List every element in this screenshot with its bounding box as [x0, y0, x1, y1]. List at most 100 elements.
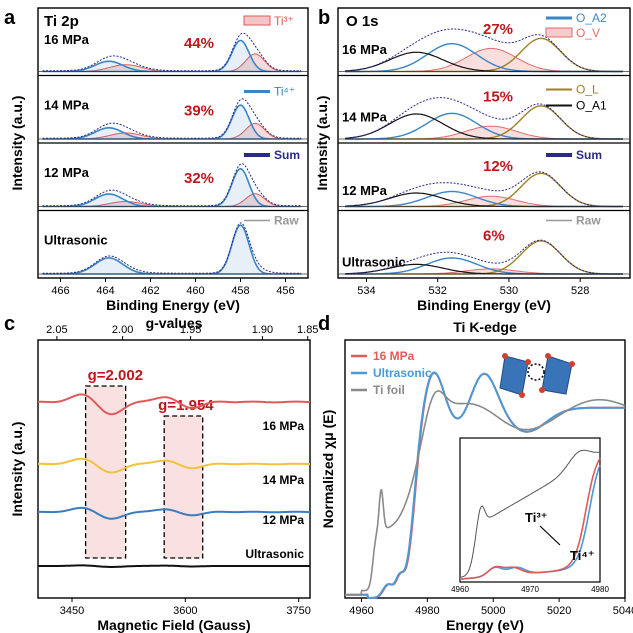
- panel-d-xtick-label: 5040: [613, 605, 633, 617]
- ti3-percent: 32%: [184, 170, 214, 187]
- oxygen-atom: [539, 387, 545, 393]
- g1954-highlight-box: [163, 415, 204, 559]
- panel-b-xlabel: Binding Energy (eV): [417, 297, 551, 313]
- panel-c-ylabel: Intensity (a.u.): [9, 422, 25, 517]
- sum-curve: [42, 222, 302, 274]
- legend-label-2: Ti foil: [373, 383, 405, 397]
- panel-d-xtick-label: 4980: [415, 605, 439, 617]
- panel-b-title: O 1s: [346, 13, 379, 30]
- panel-b-ylabel: Intensity (a.u.): [314, 96, 330, 191]
- panel-c-xtick-label: 3750: [286, 605, 310, 617]
- panel-d-xtick-label: 5000: [481, 605, 505, 617]
- panel-b-xtick-label: 534: [357, 285, 375, 297]
- legend-label-0: 16 MPa: [373, 349, 415, 363]
- oxygen-atom: [519, 392, 525, 398]
- panel-a-sample-label: 16 MPa: [44, 32, 90, 47]
- inset-arrow: [539, 525, 561, 546]
- panel-c-series-label: 12 MPa: [263, 513, 305, 527]
- panel-c-series-label: 16 MPa: [263, 419, 305, 433]
- panel-a-ylabel: Intensity (a.u.): [9, 96, 25, 191]
- panel-a-sample-label: 14 MPa: [44, 98, 90, 113]
- panel-c-xtick-label: 3600: [173, 605, 197, 617]
- panel-c-series-label: 14 MPa: [263, 473, 305, 487]
- panel-d-xanes: 4960 4980 5000 5020 5040 Energy (eV) Ti K-edge…: [320, 319, 633, 633]
- panel-c-x2tick-label: 1.90: [252, 324, 273, 336]
- xanes-curve-2: [345, 390, 626, 596]
- inset-xtick-label: 4970: [521, 585, 539, 594]
- panel-a-xtick-label: 464: [96, 285, 114, 297]
- octahedron-left: [499, 355, 529, 396]
- panel-d-xlabel: Energy (eV): [446, 617, 524, 633]
- panel-b-xtick-label: 528: [571, 285, 589, 297]
- ti3-percent: 44%: [184, 35, 214, 52]
- panel-c-epr: 3450 3600 3750 2.05 2.00 1.95 1.90 1.85 Magnetic…: [9, 315, 318, 633]
- legend-ti3-label: Ti³⁺: [274, 14, 294, 28]
- sum-curve: [345, 97, 623, 140]
- panel-c-x2label: g-values: [146, 315, 203, 331]
- ov-percent: 12%: [483, 158, 513, 175]
- annotation-g1954: g=1.954: [158, 397, 214, 414]
- panel-letter-b: b: [318, 7, 330, 29]
- sum-curve: [42, 98, 302, 139]
- panel-a-sample-label: 12 MPa: [44, 165, 90, 180]
- sum-curve: [345, 239, 623, 275]
- inset-xtick-label: 4960: [451, 585, 469, 594]
- oxygen-atom: [569, 361, 575, 367]
- panel-a-xtick-label: 458: [231, 285, 249, 297]
- legend-oa1-label: O_A1: [576, 99, 607, 113]
- legend-oa2-label: O_A2: [576, 11, 607, 25]
- panel-b-sample-label: 12 MPa: [342, 183, 388, 198]
- panel-a-title: Ti 2p: [44, 13, 79, 30]
- panel-d-ylabel: Normalized χμ (E): [320, 410, 336, 529]
- legend-label-1: Ultrasonic: [373, 366, 432, 380]
- panel-b-xtick-label: 532: [429, 285, 447, 297]
- epr-curve-3: [38, 564, 310, 568]
- oxygen-atom: [525, 359, 531, 365]
- panel-a-xlabel: Binding Energy (eV): [106, 297, 240, 313]
- panel-a-xtick-label: 466: [51, 285, 69, 297]
- oxygen-atom: [502, 353, 508, 359]
- sum-curve: [345, 171, 623, 207]
- panel-letter-a: a: [4, 7, 16, 29]
- sum-curve: [42, 32, 302, 72]
- inset-ti4-label: Ti⁴⁺: [570, 548, 595, 563]
- inset-xtick-label: 4980: [591, 585, 609, 594]
- panel-b-sample-label: 14 MPa: [342, 110, 388, 125]
- inset-16mpa-curve: [459, 458, 601, 580]
- panel-b-sample-label: 16 MPa: [342, 42, 388, 57]
- panel-c-xtick-label: 3450: [60, 605, 84, 617]
- epr-curve-1: [38, 457, 310, 474]
- ov-percent: 6%: [483, 228, 505, 245]
- panel-b-xtick-label: 530: [500, 285, 518, 297]
- inset-ti3-label: Ti³⁺: [525, 510, 548, 525]
- legend-ov-label: O_V: [576, 26, 600, 40]
- panel-d-title: Ti K-edge: [453, 319, 517, 335]
- ti3-percent: 39%: [184, 103, 214, 120]
- panel-c-series-label: Ultrasonic: [245, 547, 304, 561]
- ov-percent: 15%: [483, 89, 513, 106]
- panel-c-frame: [37, 339, 311, 599]
- panel-letter-c: c: [4, 313, 15, 335]
- legend-raw-label: Raw: [274, 214, 299, 228]
- panel-c-x2tick-label: 2.05: [46, 324, 67, 336]
- panel-d-frame: [344, 339, 626, 599]
- panel-c-x2tick-label: 1.95: [180, 324, 201, 336]
- ov-percent: 27%: [483, 21, 513, 38]
- legend-ti3-swatch: [243, 15, 271, 26]
- inset-foil-curve: [459, 449, 601, 578]
- legend-ol-label: O_L: [576, 83, 599, 97]
- legend-sum-label: Sum: [274, 148, 300, 162]
- panel-b-sample-label: Ultrasonic: [342, 255, 406, 270]
- panel-c-x2tick-label: 2.00: [112, 324, 133, 336]
- legend-ti4-label: Ti⁴⁺: [274, 85, 295, 99]
- panel-b-o1s: 534 532 530 528 Binding Energy (eV) Intensity…: [314, 7, 631, 313]
- epr-curve-2: [38, 506, 310, 520]
- panel-a-xtick-label: 460: [186, 285, 204, 297]
- xanes-curve-1: [345, 371, 625, 599]
- panel-c-x2tick-label: 1.85: [297, 324, 318, 336]
- annotation-g2002: g=2.002: [88, 367, 143, 384]
- panel-a-ti2p: 466 464 462 460 458 456 Binding Energy (eV) Int…: [9, 7, 309, 313]
- legend-ov-swatch: [545, 27, 573, 38]
- panel-c-xlabel: Magnetic Field (Gauss): [97, 617, 250, 633]
- panel-a-xtick-label: 462: [141, 285, 159, 297]
